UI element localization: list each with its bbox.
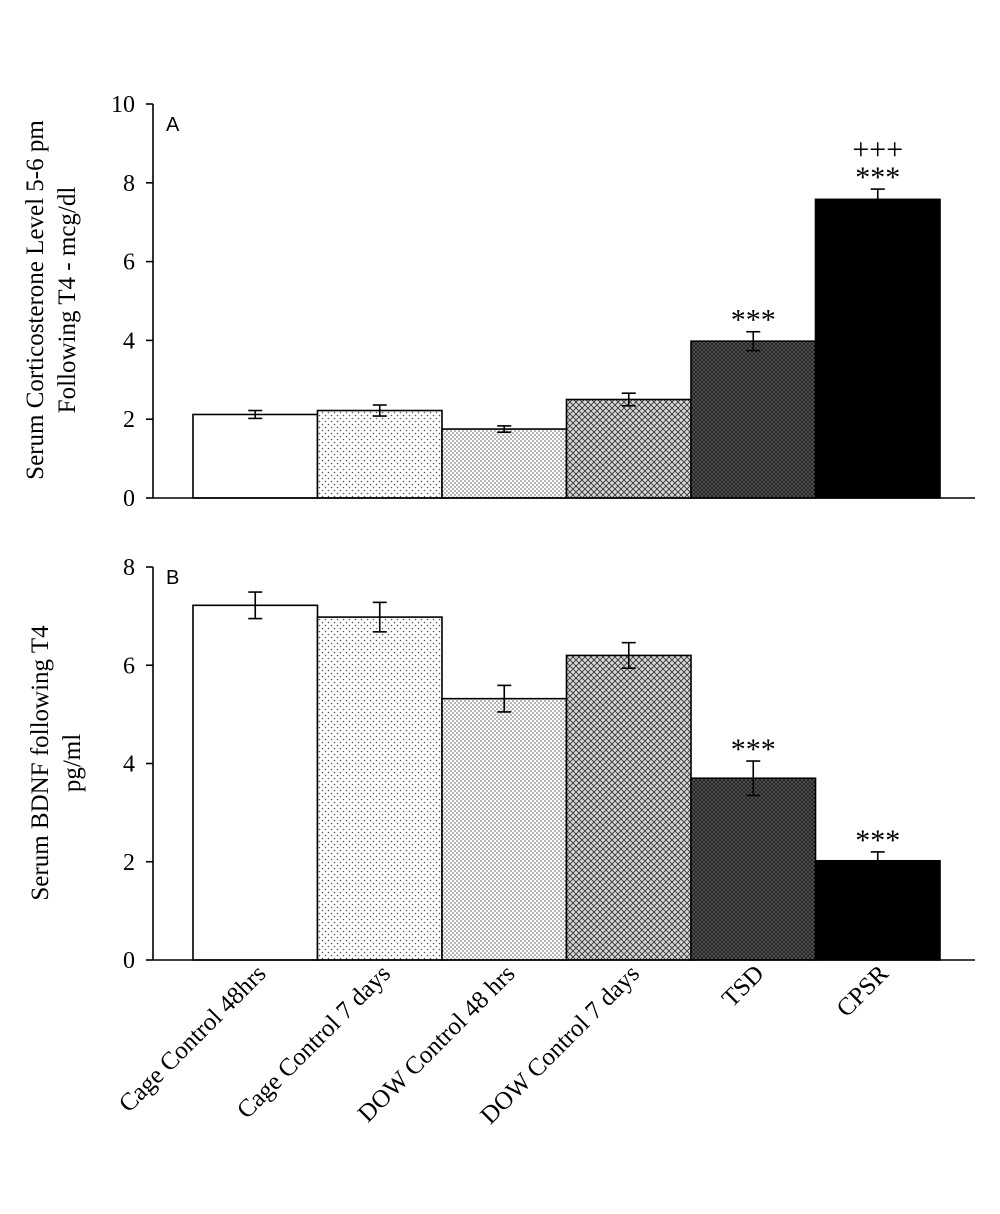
panel-a-y-tick-label: 6 [123, 250, 135, 276]
panel-b-annotations: *** *** [731, 733, 901, 857]
panel-b-y-axis-title: Serum BDNF following T4 pg/ml [27, 625, 86, 901]
panel-b-y-tick-label: 0 [123, 948, 135, 974]
panel-a-bar [814, 198, 941, 499]
panel-b-error-bars [248, 591, 885, 871]
panel-a-y-axis-title-line-1: Serum Corticosterone Level 5-6 pm [22, 120, 49, 480]
panel-a: Serum Corticosterone Level 5-6 pm Follow… [22, 92, 975, 512]
panel-a-y-tick-label: 2 [123, 407, 135, 433]
panel-b-bars [192, 604, 941, 961]
panel-a-bar [441, 428, 568, 499]
panel-a-y-axis-title: Serum Corticosterone Level 5-6 pm Follow… [22, 120, 81, 480]
panel-a-error-bars [248, 188, 885, 434]
panel-b-bar [690, 777, 817, 961]
panel-a-bar [192, 413, 319, 499]
panel-b-y-tick-label: 2 [123, 850, 135, 876]
panel-b-y-tick-label: 6 [123, 653, 135, 679]
panel-b-bar [441, 697, 568, 961]
panel-b-y-axis-title-line-1: Serum BDNF following T4 [27, 625, 54, 901]
panel-a-significance-marker: *** [855, 161, 900, 194]
panel-b-y-axis-title-line-2: pg/ml [59, 734, 86, 792]
panel-a-bar [316, 409, 443, 499]
panel-a-significance-marker: *** [731, 304, 776, 337]
panel-a-y-tick-label: 10 [111, 92, 135, 118]
panel-a-annotations: ******+++ [731, 133, 903, 337]
x-category-label: CPSR [832, 960, 895, 1023]
panel-b-significance-marker: *** [731, 733, 776, 766]
panel-a-y-tick-label: 4 [123, 328, 135, 354]
panel-a-letter: A [166, 114, 180, 136]
panel-b-letter: B [166, 567, 179, 589]
panel-b-bar [192, 604, 319, 961]
panel-a-bar [565, 398, 692, 499]
panel-a-y-axis-title-line-2: Following T4 - mcg/dl [54, 187, 81, 414]
panel-a-y-ticks: 0 2 4 6 8 10 [111, 92, 153, 512]
panel-b-y-tick-label: 4 [123, 752, 135, 778]
panel-a-y-tick-label: 8 [123, 171, 135, 197]
panel-a-bars [192, 198, 941, 499]
x-category-label: TSD [717, 960, 769, 1012]
panel-b-bar [814, 859, 941, 961]
panel-b-bar [565, 654, 692, 961]
panel-a-significance-marker-secondary: +++ [852, 133, 903, 166]
panel-a-y-tick-label: 0 [123, 486, 135, 512]
panel-b-y-ticks: 0 2 4 6 8 [123, 555, 153, 974]
panel-a-bar [690, 340, 817, 499]
panel-b-bar [316, 616, 443, 961]
panel-b-y-tick-label: 8 [123, 555, 135, 581]
panel-b-significance-marker: *** [855, 824, 900, 857]
